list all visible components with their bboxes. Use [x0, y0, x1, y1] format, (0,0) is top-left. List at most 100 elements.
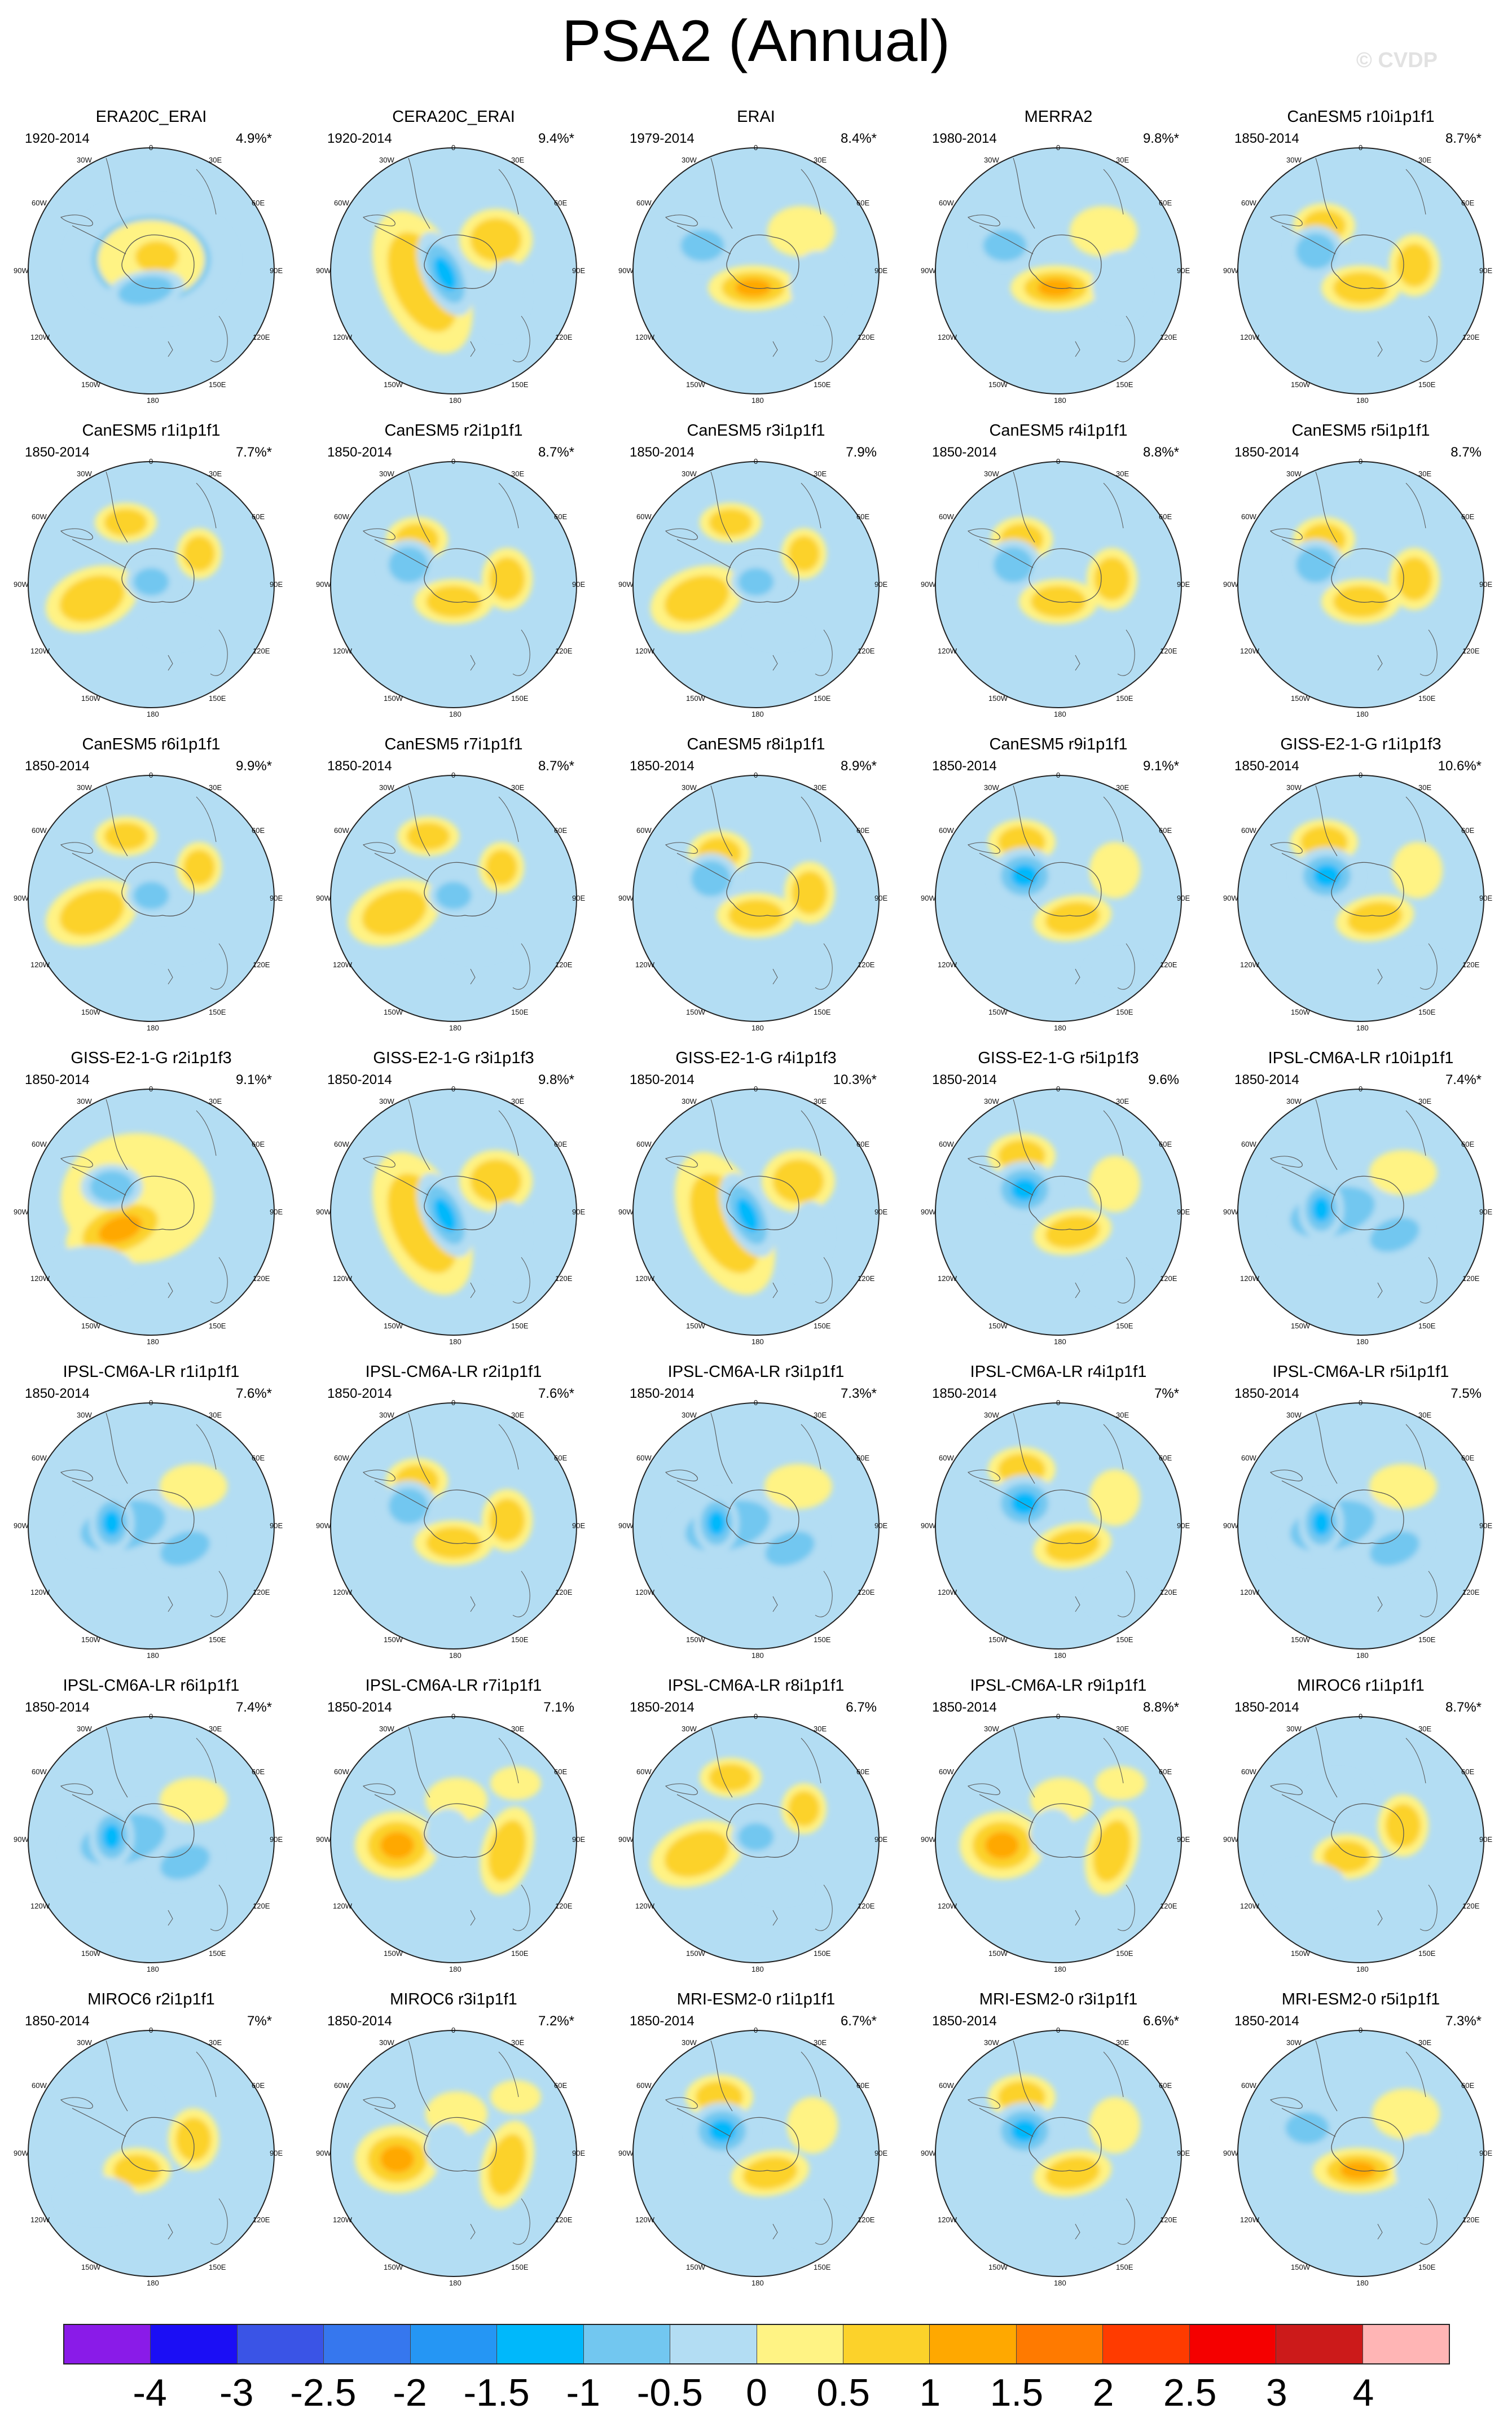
- longitude-label: 30E: [511, 1097, 525, 1105]
- longitude-label: 60E: [1461, 1767, 1475, 1776]
- longitude-label: 150E: [209, 1949, 226, 1958]
- longitude-label: 30E: [511, 1411, 525, 1419]
- longitude-label: 30W: [77, 470, 92, 478]
- panel-years: 1850-2014: [327, 2013, 392, 2029]
- longitude-label: 60W: [1241, 1767, 1256, 1776]
- longitude-label: 180: [1054, 710, 1066, 718]
- longitude-label: 60E: [856, 1767, 870, 1776]
- longitude-label: 60E: [856, 2081, 870, 2090]
- longitude-label: 90E: [270, 580, 283, 589]
- panel-years: 1850-2014: [932, 758, 997, 774]
- longitude-label: 120W: [938, 1588, 957, 1596]
- longitude-label: 90E: [1177, 1208, 1190, 1216]
- polar-map: 0 30E 60E 90E 120E 150E 180 150W 120W 90W 60W 30W: [316, 1712, 585, 1973]
- longitude-label: 60E: [554, 512, 568, 521]
- longitude-label: 30W: [1286, 2038, 1302, 2047]
- polar-map: 0 30E 60E 90E 120E 150E 180 150W 120W 90W 60W 30W: [1223, 1398, 1492, 1660]
- longitude-label: 30E: [511, 470, 525, 478]
- longitude-label: 30W: [682, 1411, 697, 1419]
- colorbar-swatch: [757, 2325, 843, 2363]
- longitude-label: 180: [147, 2279, 159, 2287]
- panel-variance-percent: 7%*: [247, 2013, 272, 2029]
- panel-years: 1850-2014: [25, 1386, 90, 1401]
- longitude-label: 60W: [939, 1454, 954, 1462]
- longitude-label: 150E: [1418, 1949, 1436, 1958]
- longitude-label: 0: [451, 1398, 456, 1407]
- polar-map-svg: [330, 147, 577, 394]
- longitude-label: 150E: [814, 1949, 831, 1958]
- longitude-label: 0: [1359, 771, 1363, 779]
- map-panel: MIROC6 r2i1p1f1 1850-2014 7%* 0 30E 60E 90E 12…: [0, 1984, 302, 2298]
- colorbar-swatch: [843, 2325, 930, 2363]
- longitude-label: 150W: [686, 694, 705, 703]
- longitude-label: 0: [451, 1712, 456, 1721]
- longitude-label: 120E: [1160, 333, 1177, 341]
- polar-map-svg: [632, 1089, 880, 1336]
- longitude-label: 90E: [572, 266, 586, 275]
- longitude-label: 120W: [30, 1588, 50, 1596]
- longitude-label: 30E: [209, 2038, 222, 2047]
- longitude-label: 180: [1356, 1024, 1369, 1032]
- polar-map: 0 30E 60E 90E 120E 150E 180 150W 120W 90W 60W 30W: [316, 1398, 585, 1660]
- colorbar-tick-label: 3: [1265, 2371, 1287, 2414]
- longitude-label: 60E: [252, 1767, 265, 1776]
- polar-map-svg: [330, 775, 577, 1022]
- longitude-label: 120W: [938, 647, 957, 655]
- panel-years: 1850-2014: [1234, 1386, 1299, 1401]
- longitude-label: 30W: [379, 1725, 394, 1733]
- longitude-label: 150W: [384, 1322, 403, 1330]
- longitude-label: 90W: [14, 894, 29, 902]
- longitude-label: 0: [149, 457, 153, 466]
- longitude-label: 30E: [511, 156, 525, 164]
- longitude-label: 30E: [209, 1725, 222, 1733]
- longitude-label: 90W: [14, 1208, 29, 1216]
- longitude-label: 180: [1054, 1024, 1066, 1032]
- longitude-label: 120E: [1462, 960, 1480, 969]
- longitude-label: 90W: [921, 1208, 936, 1216]
- longitude-label: 90W: [1223, 894, 1238, 902]
- panel-title: IPSL-CM6A-LR r2i1p1f1: [365, 1363, 542, 1381]
- panel-years: 1850-2014: [327, 445, 392, 460]
- longitude-label: 120W: [333, 1274, 352, 1283]
- longitude-label: 150E: [511, 1635, 529, 1644]
- map-panel: MERRA2 1980-2014 9.8%* 0 30E 60E 90E 120E 150E 1…: [907, 102, 1210, 415]
- longitude-label: 0: [149, 2026, 153, 2034]
- longitude-label: 120E: [1462, 1902, 1480, 1910]
- longitude-label: 120W: [635, 333, 654, 341]
- longitude-label: 30W: [682, 1097, 697, 1105]
- longitude-label: 90E: [270, 894, 283, 902]
- longitude-label: 150E: [209, 1635, 226, 1644]
- longitude-label: 150E: [814, 1635, 831, 1644]
- longitude-label: 150W: [1291, 2263, 1310, 2271]
- longitude-label: 60E: [252, 826, 265, 835]
- panel-title: CanESM5 r10i1p1f1: [1287, 108, 1435, 126]
- longitude-label: 90E: [874, 580, 888, 589]
- polar-map-svg: [330, 2030, 577, 2277]
- longitude-label: 150E: [1116, 1635, 1133, 1644]
- longitude-label: 30E: [511, 1725, 525, 1733]
- colorbar-swatch: [410, 2325, 498, 2363]
- longitude-label: 150E: [511, 380, 529, 389]
- longitude-label: 0: [1359, 143, 1363, 152]
- panel-title: IPSL-CM6A-LR r1i1p1f1: [63, 1363, 240, 1381]
- longitude-label: 60W: [1241, 2081, 1256, 2090]
- longitude-label: 90E: [1177, 1835, 1190, 1844]
- longitude-label: 150W: [686, 1949, 705, 1958]
- panel-variance-percent: 9.1%*: [1142, 758, 1179, 774]
- longitude-label: 180: [449, 710, 461, 718]
- colorbar-tick-label: -0.5: [636, 2371, 703, 2414]
- longitude-label: 60W: [32, 2081, 47, 2090]
- longitude-label: 150W: [686, 1635, 705, 1644]
- longitude-label: 60W: [636, 1454, 652, 1462]
- longitude-label: 150W: [81, 1008, 100, 1016]
- longitude-label: 120W: [1240, 1588, 1259, 1596]
- longitude-label: 30E: [209, 470, 222, 478]
- polar-map-svg: [935, 1089, 1182, 1336]
- longitude-label: 30W: [1286, 1411, 1302, 1419]
- longitude-label: 90E: [270, 1835, 283, 1844]
- longitude-label: 180: [1054, 2279, 1066, 2287]
- panel-variance-percent: 9.9%*: [235, 758, 272, 774]
- colorbar-swatch: [1016, 2325, 1104, 2363]
- longitude-label: 60W: [1241, 199, 1256, 207]
- longitude-label: 150E: [1116, 1008, 1133, 1016]
